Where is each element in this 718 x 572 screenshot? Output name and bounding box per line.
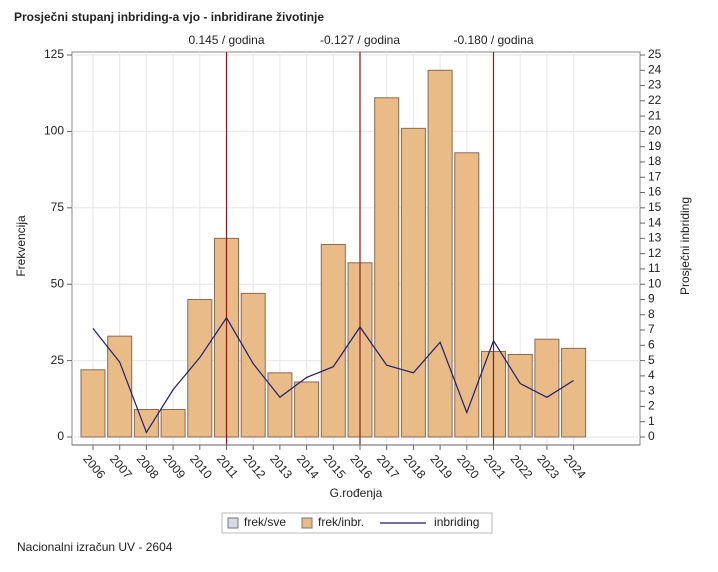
bar: [374, 97, 400, 438]
bar: [160, 408, 186, 438]
y2-tick-label: 9: [648, 292, 655, 306]
y2-tick-label: 12: [648, 246, 662, 260]
bar: [400, 127, 426, 438]
bar: [187, 298, 213, 438]
legend-swatch: [301, 517, 313, 529]
y-axis-label: Frekvencija: [14, 215, 28, 277]
y2-tick-label: 4: [648, 368, 655, 382]
y-tick-label: 125: [44, 47, 64, 61]
y2-tick-label: 8: [648, 307, 655, 321]
x-tick-label: 2010: [187, 452, 215, 482]
legend-label: frek/sve: [244, 515, 286, 529]
y2-tick-label: 22: [648, 93, 662, 107]
x-tick-label: 2019: [427, 452, 455, 482]
legend-box: [221, 512, 493, 534]
y2-tick-label: 11: [648, 261, 661, 275]
x-tick-label: 2008: [134, 452, 162, 482]
x-tick-label: 2009: [160, 452, 188, 482]
y2-tick-label: 21: [648, 108, 662, 122]
x-tick-label: 2017: [374, 452, 402, 482]
chart-title: Prosječni stupanj inbriding-a vjo - inbr…: [14, 10, 324, 24]
bar: [320, 243, 346, 438]
y-tick-label: 100: [44, 124, 64, 138]
bar: [267, 372, 293, 438]
y2-tick-label: 6: [648, 337, 655, 351]
x-tick-label: 2015: [321, 452, 349, 482]
bar: [561, 347, 587, 438]
y2-tick-label: 2: [648, 399, 655, 413]
legend-label: inbriding: [434, 515, 479, 529]
y-tick-label: 0: [57, 429, 64, 443]
annotation: -0.127 / godina: [320, 33, 400, 47]
y2-axis-label: Prosječni inbriding: [678, 197, 692, 295]
bar: [240, 292, 266, 438]
y2-tick-label: 23: [648, 78, 662, 92]
legend-swatch: [227, 517, 239, 529]
bar: [133, 408, 159, 438]
y2-tick-label: 10: [648, 276, 662, 290]
y2-tick-label: 5: [648, 353, 655, 367]
x-tick-label: 2018: [401, 452, 429, 482]
bar: [427, 69, 453, 438]
y2-tick-label: 13: [648, 231, 662, 245]
x-tick-label: 2016: [347, 452, 375, 482]
y2-tick-label: 14: [648, 215, 662, 229]
y-tick-label: 75: [51, 200, 65, 214]
y2-tick-label: 18: [648, 154, 662, 168]
y2-tick-label: 16: [648, 185, 662, 199]
y2-tick-label: 20: [648, 124, 662, 138]
x-tick-label: 2021: [481, 452, 509, 482]
y2-tick-label: 15: [648, 200, 662, 214]
y-tick-label: 50: [51, 276, 65, 290]
x-axis-label: G.rođenja: [330, 486, 383, 500]
y2-tick-label: 1: [648, 414, 655, 428]
y-tick-label: 25: [51, 353, 65, 367]
y2-tick-label: 24: [648, 62, 662, 76]
x-tick-label: 2020: [454, 452, 482, 482]
bar: [294, 381, 320, 438]
y2-tick-label: 25: [648, 47, 662, 61]
x-tick-label: 2007: [107, 452, 135, 482]
y2-tick-label: 19: [648, 139, 662, 153]
bar: [534, 338, 560, 438]
line: [92, 316, 574, 434]
footer: Nacionalni izračun UV - 2604: [17, 540, 173, 554]
y2-tick-label: 17: [648, 169, 662, 183]
y2-tick-label: 3: [648, 383, 655, 397]
annotation: -0.180 / godina: [453, 33, 533, 47]
x-tick-label: 2022: [507, 452, 535, 482]
x-tick-label: 2011: [214, 452, 242, 481]
x-tick-label: 2006: [80, 452, 108, 482]
y2-tick-label: 7: [648, 322, 655, 336]
x-tick-label: 2012: [240, 452, 268, 482]
bar: [80, 369, 106, 438]
annotation: 0.145 / godina: [188, 33, 264, 47]
x-tick-label: 2014: [294, 452, 322, 482]
bar: [507, 353, 533, 438]
legend-label: frek/inbr.: [318, 515, 364, 529]
x-tick-label: 2013: [267, 452, 295, 482]
y2-tick-label: 0: [648, 429, 655, 443]
x-tick-label: 2024: [561, 452, 589, 482]
bar: [454, 152, 480, 438]
x-tick-label: 2023: [534, 452, 562, 482]
